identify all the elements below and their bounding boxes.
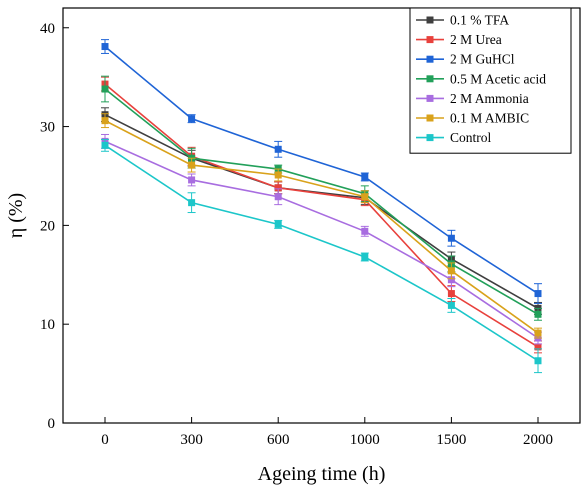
series-0-line [104,113,539,310]
series-2-point-5 [534,290,542,298]
series-6-point-0 [101,141,109,149]
series-4-point-3 [361,227,369,235]
series-6 [101,138,542,374]
series-6-point-5 [534,357,542,365]
legend-swatch-marker-4 [426,94,434,102]
legend-label-0: 0.1 % TFA [450,13,509,28]
y-axis-label: η (%) [5,193,27,238]
legend-swatch-marker-1 [426,36,434,44]
series-6-point-1 [188,199,196,207]
series-2-line [104,45,539,295]
series-5 [101,113,542,339]
y-tick-label-20: 20 [40,218,55,234]
legend: 0.1 % TFA 2 M Urea 2 M GuHCl 0.5 M Acetic a… [409,7,572,154]
x-tick-label-300: 300 [180,432,203,448]
y-tick-label-40: 40 [40,21,55,37]
series-4-point-2 [274,193,282,201]
series-3-point-0 [101,85,109,93]
y-tick-label-30: 30 [40,120,55,136]
legend-box [409,7,572,154]
legend-item-0: 0.1 % TFA [416,13,509,28]
y-tick-label-0: 0 [48,416,56,432]
x-axis-label: Ageing time (h) [258,463,386,485]
axes: 0 10 20 30 40 0 300 600 1000 1500 2000 [40,7,581,448]
series-4-point-4 [447,276,455,284]
x-tick-label-0: 0 [101,432,109,448]
series-5-point-4 [447,267,455,275]
legend-item-4: 2 M Ammonia [416,91,529,106]
series-layer [101,39,542,374]
legend-swatch-marker-3 [426,75,434,83]
series-5-point-1 [188,161,196,169]
series-6-point-2 [274,220,282,228]
legend-label-4: 2 M Ammonia [450,91,529,106]
series-2-point-1 [188,115,196,123]
legend-label-5: 0.1 M AMBIC [450,111,529,126]
series-5-point-2 [274,171,282,179]
series-6-point-3 [361,253,369,261]
legend-label-6: Control [450,130,492,145]
series-5-point-3 [361,193,369,201]
legend-label-3: 0.5 M Acetic acid [450,71,546,86]
legend-item-6: Control [416,130,492,145]
x-tick-label-1500: 1500 [436,432,466,448]
series-1-line [104,83,539,348]
series-2-point-4 [447,234,455,242]
legend-swatch-marker-5 [426,114,434,122]
series-6-line [104,144,539,362]
y-tick-label-10: 10 [40,317,55,333]
legend-item-3: 0.5 M Acetic acid [416,71,546,86]
series-3-point-5 [534,310,542,318]
x-tick-label-2000: 2000 [523,432,553,448]
legend-swatch-marker-2 [426,55,434,63]
legend-label-2: 2 M GuHCl [450,52,515,67]
series-5-point-5 [534,329,542,337]
series-4-point-1 [188,176,196,184]
series-2 [101,39,542,304]
series-4-line [104,140,539,339]
series-6-point-4 [447,301,455,309]
legend-swatch-marker-6 [426,134,434,142]
series-4 [101,133,542,345]
series-1-point-4 [447,290,455,298]
series-3-line [104,88,539,316]
legend-item-5: 0.1 M AMBIC [416,111,529,126]
x-tick-label-1000: 1000 [350,432,380,448]
legend-label-1: 2 M Urea [450,32,502,47]
x-tick-label-600: 600 [267,432,290,448]
series-5-point-0 [101,117,109,125]
legend-swatch-marker-0 [426,16,434,24]
legend-item-2: 2 M GuHCl [416,52,515,67]
series-2-point-3 [361,173,369,181]
series-1-point-5 [534,343,542,351]
legend-item-1: 2 M Urea [416,32,502,47]
series-2-point-0 [101,43,109,51]
series-2-point-2 [274,145,282,153]
series-5-line [104,119,539,334]
plot-frame [62,7,581,424]
series-1-point-2 [274,184,282,192]
